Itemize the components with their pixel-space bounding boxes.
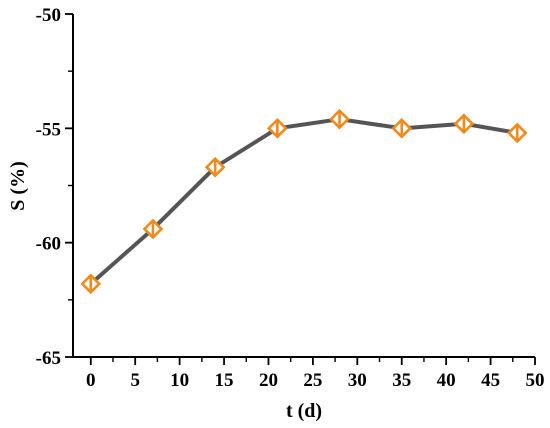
series-line <box>89 117 518 286</box>
x-tick-label: 50 <box>526 370 545 391</box>
data-point <box>267 117 288 139</box>
y-tick-label: -60 <box>36 234 61 255</box>
data-point <box>142 218 164 240</box>
y-axis-ticks: -65 -60 -55 -50 <box>36 5 73 369</box>
data-point <box>329 108 350 130</box>
y-tick-label: -55 <box>36 119 61 140</box>
data-point <box>453 113 475 135</box>
y-tick-label: -50 <box>36 5 61 26</box>
data-point <box>391 117 413 139</box>
x-tick-label: 10 <box>170 370 189 391</box>
x-tick-label: 15 <box>215 370 234 391</box>
x-tick-label: 30 <box>348 370 367 391</box>
data-point <box>506 122 528 144</box>
data-point <box>80 273 102 295</box>
plot-area: -65 -60 -55 -50 0 5 10 15 20 25 30 35 40 45 50 <box>36 5 545 391</box>
x-tick-label: 20 <box>259 370 278 391</box>
x-tick-label: 45 <box>481 370 500 391</box>
x-axis-label: t (d) <box>286 400 322 422</box>
data-point <box>204 156 226 178</box>
series-layer <box>80 108 528 295</box>
x-tick-label: 40 <box>437 370 456 391</box>
y-tick-label: -65 <box>36 348 61 369</box>
x-tick-label: 5 <box>130 370 140 391</box>
x-axis-ticks: 0 5 10 15 20 25 30 35 40 45 50 <box>86 357 545 391</box>
y-axis-label: S (%) <box>7 161 29 210</box>
x-tick-label: 35 <box>392 370 411 391</box>
x-tick-label: 25 <box>303 370 322 391</box>
x-tick-label: 0 <box>86 370 96 391</box>
